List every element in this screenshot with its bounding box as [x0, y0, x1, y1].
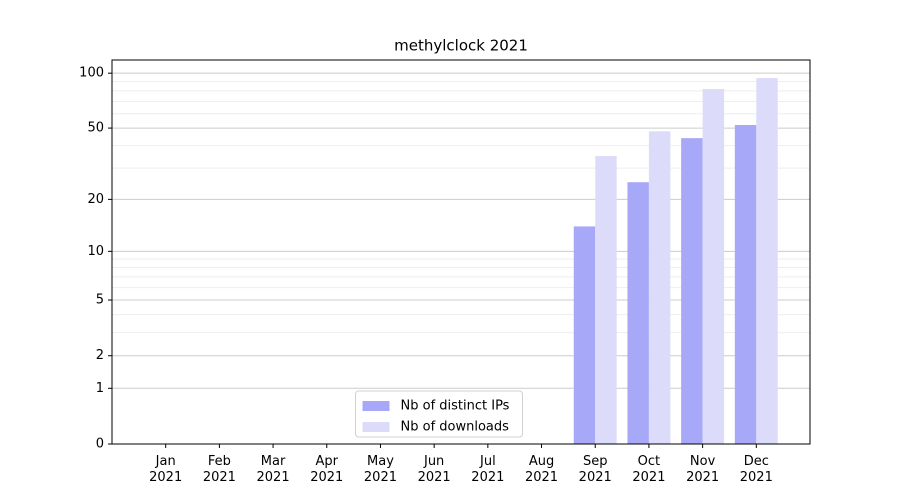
bar	[648, 131, 671, 445]
x-tick-label: Feb 2021	[203, 454, 236, 485]
axes-frame	[111, 59, 811, 445]
x-tick-label: Sep 2021	[579, 454, 612, 485]
legend: Nb of distinct IPs Nb of downloads	[355, 390, 523, 438]
x-tick-label: Dec 2021	[740, 454, 773, 485]
legend-label: Nb of downloads	[401, 420, 510, 435]
y-tick-label: 10	[87, 244, 104, 259]
x-tick-label: Jul 2021	[471, 454, 504, 485]
y-tick-label: 5	[96, 293, 104, 308]
grid	[112, 72, 810, 445]
x-tick-label: Oct 2021	[632, 454, 665, 485]
bar	[573, 226, 596, 444]
legend-swatch	[362, 401, 390, 411]
bar	[702, 88, 725, 444]
y-tick-label: 20	[87, 192, 104, 207]
bars	[573, 78, 778, 445]
y-tick-label: 100	[79, 66, 104, 81]
y-tick-label: 50	[87, 121, 104, 136]
x-tick-label: May 2021	[364, 454, 397, 485]
axis-labels: 0 1 2 5 10 20 50 100 Jan 2021 Feb 2021 Mar 2021 Apr 202…	[79, 66, 773, 485]
x-tick-label: Apr 2021	[310, 454, 343, 485]
x-tick-label: Mar 2021	[257, 454, 290, 485]
bar	[595, 156, 617, 445]
y-tick-label: 2	[96, 348, 104, 363]
bar	[681, 138, 703, 444]
x-tick-label: Nov 2021	[686, 454, 719, 485]
bar	[627, 182, 649, 445]
y-tick-label: 1	[96, 381, 104, 396]
bar	[756, 78, 778, 444]
x-tick-label: Jan 2021	[149, 454, 182, 485]
legend-box	[355, 390, 523, 438]
y-tick-label: 0	[96, 437, 104, 452]
legend-swatch	[362, 422, 390, 432]
legend-label: Nb of distinct IPs	[401, 399, 510, 414]
chart-title: methylclock 2021	[394, 37, 528, 55]
x-tick-label: Jun 2021	[418, 454, 451, 485]
bar	[734, 124, 757, 444]
x-tick-label: Aug 2021	[525, 454, 558, 485]
